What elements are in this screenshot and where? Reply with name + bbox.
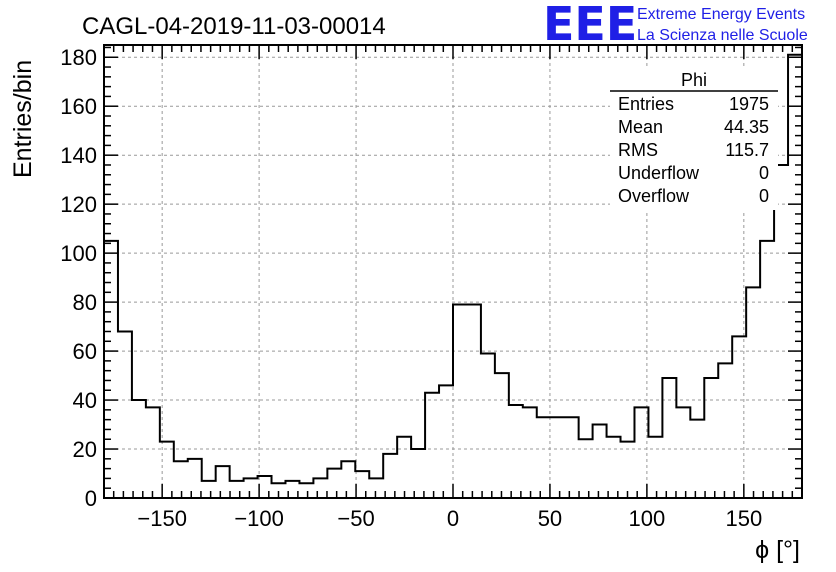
histogram-bin xyxy=(244,478,258,498)
y-tick-label: 20 xyxy=(73,437,97,462)
x-tick-label: −50 xyxy=(337,506,374,531)
y-tick-label: 180 xyxy=(60,45,97,70)
plot-frame xyxy=(103,44,803,499)
histogram-bin xyxy=(704,378,718,498)
stats-box: Phi Entries 1975 Mean 44.35 RMS 115.7 Underflo… xyxy=(610,66,778,210)
logo-line1: Extreme Energy Events xyxy=(637,6,805,23)
stats-row-label: Entries xyxy=(618,94,674,114)
histogram-bin xyxy=(118,331,132,498)
stats-row-label: Underflow xyxy=(618,163,700,183)
x-tick-labels: −150 −100 −50 0 50 100 150 xyxy=(137,506,762,531)
x-tick-label: −150 xyxy=(137,506,187,531)
histogram-bin xyxy=(313,478,327,498)
histogram-bin xyxy=(467,305,481,498)
histogram-bin xyxy=(453,305,467,498)
x-tick-label: 50 xyxy=(538,506,562,531)
histogram-bin xyxy=(299,483,313,498)
stats-title: Phi xyxy=(681,70,707,90)
y-tick-label: 80 xyxy=(73,290,97,315)
stats-row-label: Overflow xyxy=(618,186,690,206)
histogram-bin xyxy=(439,385,453,498)
histogram-bin xyxy=(621,442,635,498)
y-tick-label: 60 xyxy=(73,339,97,364)
y-axis-label: Entries/bin xyxy=(9,60,37,178)
histogram-bin xyxy=(746,287,760,498)
logo-line2: La Scienza nelle Scuole xyxy=(637,27,808,44)
y-tick-label: 140 xyxy=(60,143,97,168)
histogram-bin xyxy=(579,439,593,498)
histogram-bin xyxy=(411,449,425,498)
y-tick-label: 160 xyxy=(60,94,97,119)
histogram-bin xyxy=(788,55,802,498)
x-tick-label: 100 xyxy=(629,506,666,531)
y-tick-label: 100 xyxy=(60,241,97,266)
stats-row-value: 115.7 xyxy=(725,140,769,160)
histogram-bin xyxy=(523,407,537,498)
stats-row-value: 44.35 xyxy=(724,117,769,137)
stats-rows: Entries 1975 Mean 44.35 RMS 115.7 Underflow 0 Ov… xyxy=(618,94,769,206)
stats-row-label: Mean xyxy=(618,117,663,137)
y-tick-labels: 0 20 40 60 80 100 120 140 160 180 xyxy=(60,45,97,511)
histogram-bin xyxy=(397,437,411,498)
x-tick-label: 0 xyxy=(447,506,459,531)
stats-row-value: 0 xyxy=(759,186,769,206)
histogram-bin xyxy=(495,373,509,498)
histogram-bin xyxy=(146,407,160,498)
histogram-bin xyxy=(774,165,788,498)
histogram-bin xyxy=(593,425,607,498)
logo-mark: EEE xyxy=(543,0,637,51)
stats-row-label: RMS xyxy=(618,140,658,160)
histogram-bin xyxy=(551,417,565,498)
histogram-outline xyxy=(104,53,802,485)
histogram-bin xyxy=(174,461,188,498)
histogram-bin xyxy=(327,469,341,498)
histogram-bin xyxy=(509,405,523,498)
histogram-bin xyxy=(760,241,774,498)
histogram-bin xyxy=(369,478,383,498)
histogram-bin xyxy=(718,363,732,498)
histogram-bin xyxy=(355,471,369,498)
x-tick-label: 150 xyxy=(725,506,762,531)
histogram-bin xyxy=(662,378,676,498)
histogram-bin xyxy=(565,417,579,498)
histogram-bin xyxy=(202,481,216,498)
eee-logo: EEE Extreme Energy Events La Scienza nel… xyxy=(543,0,808,51)
histogram-bin xyxy=(537,417,551,498)
x-axis-label: ϕ [°] xyxy=(755,536,800,564)
y-tick-label: 40 xyxy=(73,388,97,413)
stats-row-value: 0 xyxy=(759,163,769,183)
histogram-bin xyxy=(216,466,230,498)
y-tick-label: 120 xyxy=(60,192,97,217)
histogram-bin xyxy=(676,407,690,498)
grid-lines xyxy=(104,45,802,498)
histogram-bin xyxy=(230,481,244,498)
y-tick-label: 0 xyxy=(85,486,97,511)
histogram-bin xyxy=(481,354,495,498)
histogram-bin xyxy=(341,461,355,498)
histogram-bin xyxy=(690,420,704,498)
chart-title: CAGL-04-2019-11-03-00014 xyxy=(82,13,386,40)
x-tick-label: −100 xyxy=(234,506,284,531)
stats-row-value: 1975 xyxy=(729,94,769,114)
histogram-bin xyxy=(188,459,202,498)
histogram-bin xyxy=(425,393,439,498)
histogram-bin xyxy=(648,437,662,498)
histogram-bin xyxy=(607,437,621,498)
